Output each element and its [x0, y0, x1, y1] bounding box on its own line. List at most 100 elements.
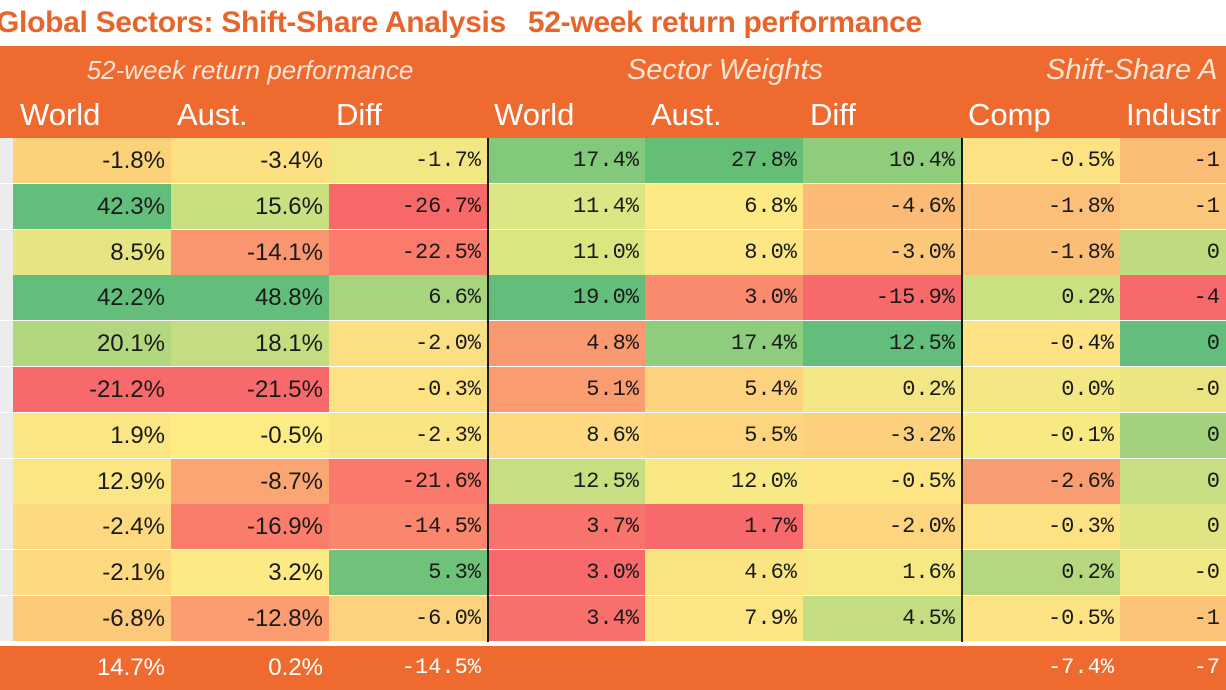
divider-returns-weights	[487, 138, 489, 642]
table-cell: -0.5%	[963, 138, 1120, 183]
col-header-diff-weight: Diff	[810, 97, 856, 132]
table-cell: -2.0%	[329, 321, 487, 367]
table-cell: -12.8%	[171, 596, 329, 641]
table-cell: 4.8%	[489, 321, 645, 367]
row-label-stub	[0, 275, 13, 321]
table-cell: 5.5%	[645, 412, 803, 458]
table-cell: -14.5%	[329, 504, 487, 550]
table-cell: -21.5%	[171, 367, 329, 412]
table-cell: 12.5%	[803, 321, 961, 367]
table-cell: -6.8%	[13, 596, 171, 641]
table-cell: 0	[1120, 321, 1226, 367]
table-cell: 12.9%	[13, 458, 171, 504]
table-cell: 12.0%	[645, 458, 803, 504]
row-label-stub	[0, 412, 13, 458]
table-row: 12.9% -8.7% -21.6% 12.5% 12.0% -0.5% -2.6% 0	[0, 458, 1226, 504]
divider-weights-shift-share	[961, 138, 963, 642]
row-label-stub	[0, 321, 13, 367]
table-cell: -6.0%	[329, 596, 487, 641]
title-sub: 52-week return performance	[527, 6, 922, 39]
table-cell: 7.9%	[645, 596, 803, 641]
table-row: 20.1% 18.1% -2.0% 4.8% 17.4% 12.5% -0.4% 0	[0, 321, 1226, 367]
group-header-weights: Sector Weights	[626, 54, 824, 86]
table-cell: 20.1%	[13, 321, 171, 367]
table-cell: -4	[1120, 275, 1226, 321]
table-cell: -16.9%	[171, 504, 329, 550]
total-cell: 14.7%	[96, 654, 165, 681]
table-cell: 18.1%	[171, 321, 329, 367]
table-cell: 0	[1120, 504, 1226, 550]
col-header-comp: Comp	[968, 97, 1051, 132]
table-cell: 3.0%	[645, 275, 803, 321]
table-cell: -21.2%	[13, 367, 171, 412]
group-header-returns: 52-week return performance	[86, 55, 414, 85]
table-row: -2.4% -16.9% -14.5% 3.7% 1.7% -2.0% -0.3% 0	[0, 504, 1226, 550]
row-label-stub	[0, 183, 13, 229]
row-label-stub	[0, 229, 13, 275]
table-cell: -1.8%	[13, 138, 171, 183]
table-cell: 8.0%	[645, 229, 803, 275]
table-cell: -0.4%	[963, 321, 1120, 367]
table-cell: 4.6%	[645, 550, 803, 596]
table-header: 52-week return performance Sector Weight…	[0, 46, 1226, 138]
col-header-world-weight: World	[494, 97, 575, 132]
table-cell: 0.0%	[963, 367, 1120, 412]
table-row: 8.5% -14.1% -22.5% 11.0% 8.0% -3.0% -1.8% 0	[0, 229, 1226, 275]
total-cell: 0.2%	[268, 654, 323, 681]
table-cell: -0.5%	[803, 458, 961, 504]
table-cell: 1.6%	[803, 550, 961, 596]
table-cell: 42.3%	[13, 183, 171, 229]
table-row: 42.2% 48.8% 6.6% 19.0% 3.0% -15.9% 0.2% -4	[0, 275, 1226, 321]
row-label-stub	[0, 138, 13, 183]
table-cell: 3.7%	[489, 504, 645, 550]
table-cell: 0	[1120, 458, 1226, 504]
table-cell: 5.1%	[489, 367, 645, 412]
table-row: -1.8% -3.4% -1.7% 17.4% 27.8% 10.4% -0.5% -1	[0, 138, 1226, 183]
title-main: Global Sectors: Shift-Share Analysis	[0, 6, 506, 39]
table-cell: 8.5%	[13, 229, 171, 275]
table-cell: 1.9%	[13, 412, 171, 458]
table-cell: -0	[1120, 367, 1226, 412]
table-cell: 5.4%	[645, 367, 803, 412]
table-cell: 1.7%	[645, 504, 803, 550]
table-cell: -22.5%	[329, 229, 487, 275]
table-cell: -1	[1120, 596, 1226, 641]
table-cell: -2.6%	[963, 458, 1120, 504]
col-header-diff-return: Diff	[336, 97, 382, 132]
table-cell: -26.7%	[329, 183, 487, 229]
table-cell: -2.3%	[329, 412, 487, 458]
table-cell: -1.7%	[329, 138, 487, 183]
table-cell: 0.2%	[803, 367, 961, 412]
table-cell: -0	[1120, 550, 1226, 596]
row-label-stub	[0, 367, 13, 412]
table-cell: 4.5%	[803, 596, 961, 641]
table-cell: 11.0%	[489, 229, 645, 275]
table-cell: 0	[1120, 229, 1226, 275]
table-cell: -3.0%	[803, 229, 961, 275]
col-header-world-return: World	[20, 97, 101, 132]
total-cell: -7	[1193, 655, 1220, 680]
row-label-stub	[0, 504, 13, 550]
table-cell: 3.2%	[171, 550, 329, 596]
table-cell: -1	[1120, 183, 1226, 229]
table-cell: -0.5%	[171, 412, 329, 458]
table-cell: 3.0%	[489, 550, 645, 596]
table-cell: -2.4%	[13, 504, 171, 550]
table-cell: -0.3%	[963, 504, 1120, 550]
col-header-aust-return: Aust.	[177, 97, 248, 132]
col-header-industry: Industr	[1126, 97, 1221, 132]
table-cell: -4.6%	[803, 183, 961, 229]
table-cell: 48.8%	[171, 275, 329, 321]
table-cell: 0.2%	[963, 275, 1120, 321]
group-header-shift-share: Shift-Share A	[1046, 54, 1218, 86]
table-cell: 10.4%	[803, 138, 961, 183]
table-cell: 17.4%	[489, 138, 645, 183]
row-label-stub	[0, 458, 13, 504]
table-cell: 6.8%	[645, 183, 803, 229]
table-cell: -0.5%	[963, 596, 1120, 641]
table-cell: 17.4%	[645, 321, 803, 367]
table-cell: 15.6%	[171, 183, 329, 229]
table-cell: 19.0%	[489, 275, 645, 321]
table-cell: -21.6%	[329, 458, 487, 504]
table-cell: 11.4%	[489, 183, 645, 229]
